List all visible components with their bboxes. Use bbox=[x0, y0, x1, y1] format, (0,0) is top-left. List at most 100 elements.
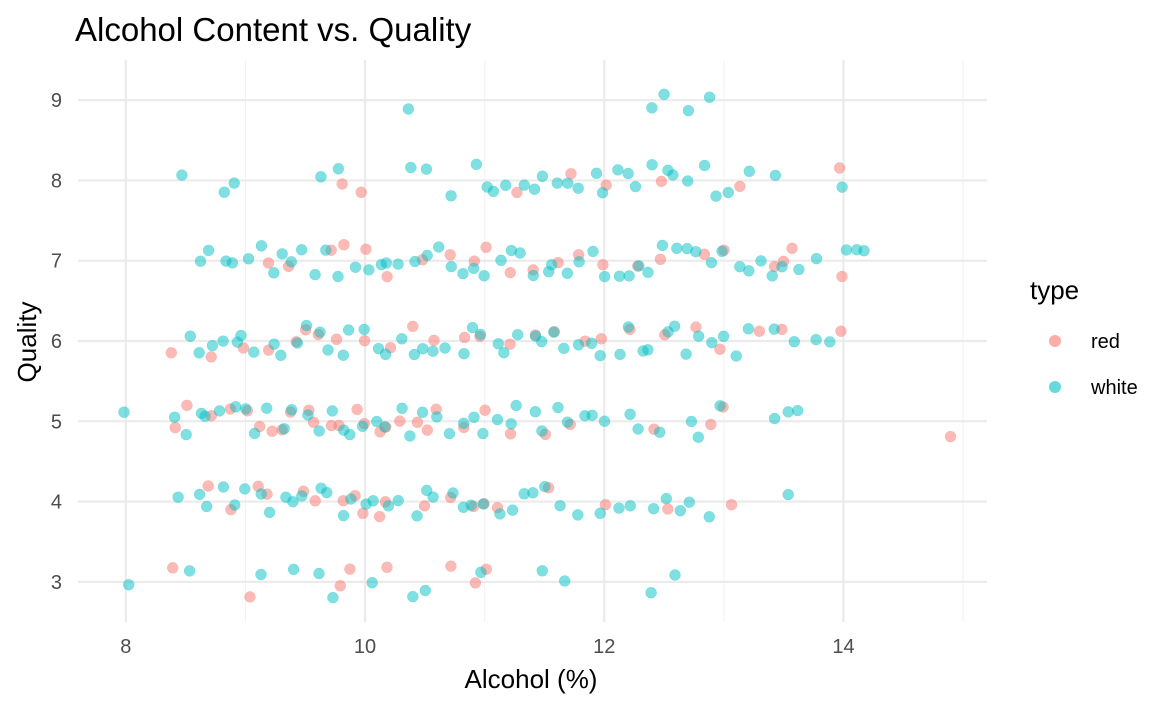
point-white bbox=[248, 346, 260, 358]
point-red bbox=[595, 333, 608, 345]
point-white bbox=[840, 244, 853, 256]
point-white bbox=[313, 567, 325, 580]
point-white bbox=[614, 348, 626, 361]
point-red bbox=[358, 334, 371, 347]
point-white bbox=[535, 335, 548, 348]
legend-key-white bbox=[1049, 381, 1061, 393]
point-white bbox=[646, 158, 658, 171]
point-white bbox=[421, 249, 433, 262]
point-red bbox=[266, 425, 278, 437]
point-white bbox=[791, 404, 804, 417]
point-white bbox=[682, 104, 695, 117]
point-white bbox=[396, 333, 408, 345]
point-white bbox=[633, 260, 645, 272]
point-red bbox=[418, 500, 431, 512]
point-white bbox=[690, 245, 702, 258]
point-red bbox=[469, 577, 482, 589]
point-red bbox=[944, 430, 957, 443]
point-white bbox=[681, 175, 694, 187]
point-white bbox=[477, 498, 490, 510]
point-white bbox=[527, 487, 539, 499]
point-white bbox=[624, 408, 636, 421]
point-white bbox=[623, 270, 635, 282]
point-white bbox=[314, 326, 326, 338]
point-red bbox=[725, 498, 738, 511]
point-white bbox=[474, 328, 487, 341]
point-white bbox=[402, 103, 415, 115]
point-white bbox=[122, 578, 135, 591]
point-white bbox=[692, 431, 705, 443]
point-white bbox=[470, 158, 483, 171]
point-white bbox=[322, 344, 334, 356]
point-red bbox=[836, 270, 848, 283]
point-white bbox=[358, 323, 370, 336]
point-white bbox=[295, 244, 308, 256]
point-white bbox=[587, 245, 599, 258]
point-white bbox=[180, 428, 192, 441]
point-red bbox=[262, 257, 275, 269]
point-white bbox=[431, 411, 443, 423]
point-white bbox=[278, 422, 290, 435]
point-white bbox=[217, 481, 230, 493]
chart-title: Alcohol Content vs. Quality bbox=[75, 11, 472, 48]
point-white bbox=[585, 337, 598, 350]
point-red bbox=[705, 418, 717, 431]
point-white bbox=[590, 167, 603, 180]
point-white bbox=[573, 255, 585, 268]
point-red bbox=[330, 333, 343, 346]
point-red bbox=[394, 415, 406, 427]
point-white bbox=[669, 569, 681, 581]
point-white bbox=[285, 404, 298, 416]
point-white bbox=[698, 159, 711, 172]
point-white bbox=[366, 576, 378, 589]
point-white bbox=[228, 177, 240, 189]
point-white bbox=[624, 500, 637, 512]
data-points bbox=[118, 88, 957, 604]
point-white bbox=[491, 413, 504, 426]
point-red bbox=[166, 562, 179, 574]
point-white bbox=[660, 492, 673, 505]
point-white bbox=[776, 260, 788, 273]
point-red bbox=[511, 186, 523, 199]
point-red bbox=[654, 253, 667, 266]
point-white bbox=[326, 405, 339, 417]
point-white bbox=[692, 330, 705, 342]
point-white bbox=[465, 499, 477, 511]
point-white bbox=[349, 261, 362, 273]
point-red bbox=[360, 243, 372, 255]
point-white bbox=[416, 406, 429, 419]
point-white bbox=[396, 402, 408, 415]
point-white bbox=[594, 507, 606, 520]
x-axis-ticks: 8 10 12 14 bbox=[120, 636, 854, 658]
point-white bbox=[477, 427, 489, 440]
point-white bbox=[646, 102, 658, 114]
point-white bbox=[379, 348, 392, 361]
point-white bbox=[586, 409, 598, 422]
point-red bbox=[344, 563, 356, 575]
legend-title: type bbox=[1030, 275, 1079, 305]
point-red bbox=[458, 331, 471, 344]
point-white bbox=[858, 244, 870, 257]
point-white bbox=[411, 510, 423, 522]
point-white bbox=[405, 161, 417, 174]
point-white bbox=[268, 338, 280, 350]
point-white bbox=[345, 493, 357, 505]
point-red bbox=[786, 242, 798, 255]
point-white bbox=[200, 500, 213, 513]
y-axis-ticks: 3 4 5 6 7 8 9 bbox=[51, 90, 62, 594]
point-white bbox=[755, 255, 767, 267]
y-tick-label: 8 bbox=[51, 170, 62, 192]
point-white bbox=[404, 430, 416, 442]
point-red bbox=[202, 480, 214, 492]
point-white bbox=[432, 241, 445, 253]
point-white bbox=[206, 339, 219, 352]
point-white bbox=[766, 270, 778, 282]
point-white bbox=[344, 428, 356, 441]
point-white bbox=[613, 502, 625, 514]
point-white bbox=[367, 495, 379, 507]
point-white bbox=[213, 405, 226, 417]
point-red bbox=[504, 338, 516, 350]
point-white bbox=[427, 491, 439, 503]
point-white bbox=[392, 494, 404, 507]
point-white bbox=[769, 169, 782, 182]
